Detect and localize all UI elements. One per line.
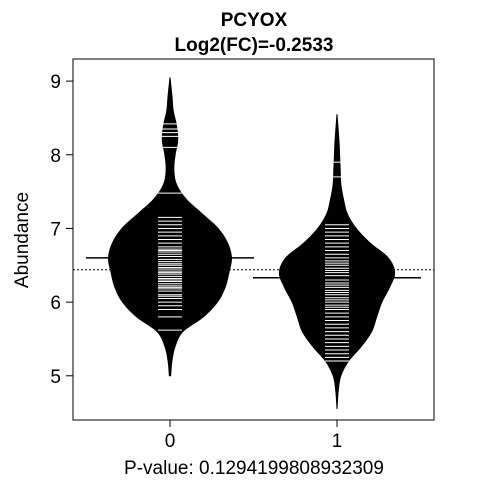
y-tick-label: 6 [50,293,61,314]
bean-group-0 [86,77,254,377]
y-tick-label: 8 [50,146,61,167]
bean-group-1 [253,114,421,409]
x-axis-title: P-value: 0.1294199808932309 [124,458,384,479]
bean-shape [108,77,232,377]
y-axis: 5 6 7 8 9 [50,72,74,388]
beans [86,77,421,409]
y-tick-label: 9 [50,72,61,93]
chart-title: PCYOX [221,10,288,31]
bean-shape [278,114,396,409]
y-axis-title: Abundance [12,192,33,288]
y-tick-label: 7 [50,219,61,240]
x-tick-label: 1 [332,431,343,452]
chart-subtitle: Log2(FC)=-0.2533 [175,35,334,56]
y-tick-label: 5 [50,367,61,388]
x-tick-label: 0 [165,431,176,452]
